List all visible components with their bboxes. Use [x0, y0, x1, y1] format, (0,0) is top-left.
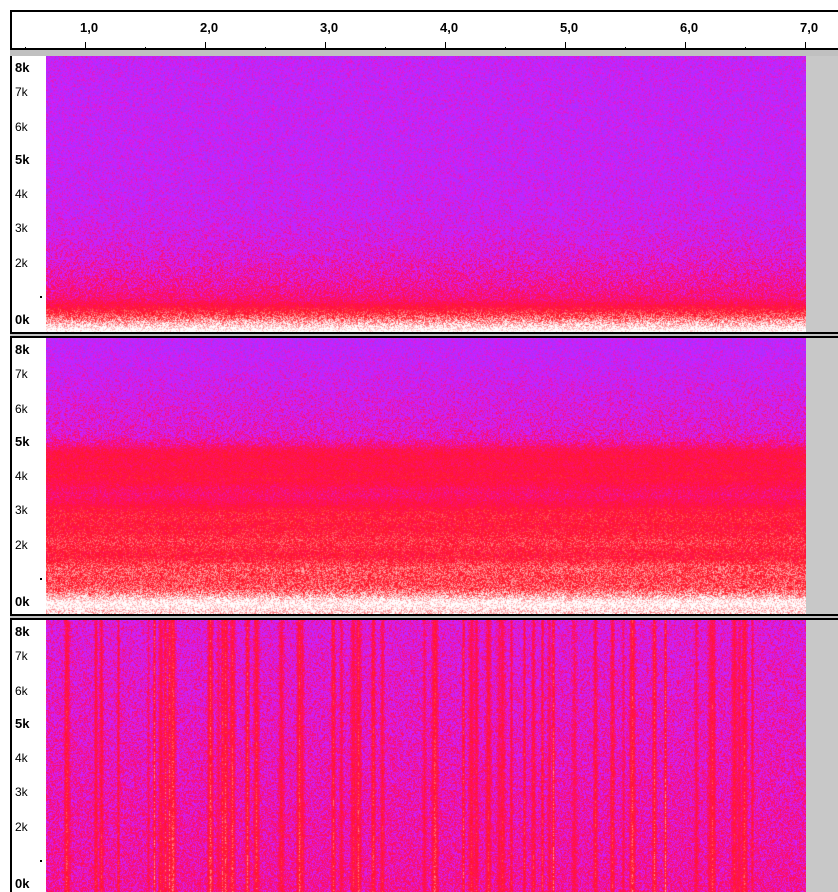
ruler-major-tick: [325, 42, 326, 50]
axis-tick-1k: [40, 860, 42, 862]
axis-label-0k: 0k: [15, 594, 30, 609]
timeline-ruler[interactable]: 1,0 2,0 3,0 4,0 5,0 6,0 7,0: [10, 10, 838, 50]
ruler-label-5: 5,0: [560, 20, 579, 35]
axis-label-6k: 6k: [15, 402, 28, 416]
spectrogram-track-2[interactable]: 8k 7k 6k 5k 4k 3k 2k 0k: [10, 338, 838, 614]
spectrogram-canvas-2[interactable]: [46, 338, 806, 614]
axis-label-8k: 8k: [15, 624, 30, 639]
track-empty-area[interactable]: [806, 338, 838, 614]
axis-label-8k: 8k: [15, 60, 30, 75]
axis-label-7k: 7k: [15, 367, 28, 381]
frequency-axis: 8k 7k 6k 5k 4k 3k 2k 0k: [12, 338, 46, 614]
spectrogram-canvas-1[interactable]: [46, 56, 806, 332]
ruler-major-tick: [685, 42, 686, 50]
axis-label-3k: 3k: [15, 785, 28, 799]
spectrogram-canvas-3[interactable]: [46, 620, 806, 892]
ruler-label-3: 3,0: [320, 20, 339, 35]
axis-label-7k: 7k: [15, 649, 28, 663]
axis-label-7k: 7k: [15, 85, 28, 99]
track-empty-area[interactable]: [806, 56, 838, 332]
ruler-major-tick: [565, 42, 566, 50]
axis-label-8k: 8k: [15, 342, 30, 357]
ruler-major-tick: [445, 42, 446, 50]
ruler-major-tick: [805, 42, 806, 50]
ruler-label-2: 2,0: [200, 20, 219, 35]
axis-tick-1k: [40, 578, 42, 580]
axis-label-4k: 4k: [15, 187, 28, 201]
ruler-major-tick: [85, 42, 86, 50]
axis-label-3k: 3k: [15, 221, 28, 235]
axis-label-3k: 3k: [15, 503, 28, 517]
ruler-label-4: 4,0: [440, 20, 459, 35]
track-empty-area[interactable]: [806, 620, 838, 892]
axis-label-0k: 0k: [15, 876, 30, 891]
spectrogram-track-3[interactable]: 8k 7k 6k 5k 4k 3k 2k 0k: [10, 620, 838, 892]
ruler-label-6: 6,0: [680, 20, 699, 35]
axis-label-6k: 6k: [15, 120, 28, 134]
axis-label-0k: 0k: [15, 312, 30, 327]
ruler-major-tick: [205, 42, 206, 50]
axis-tick-1k: [40, 296, 42, 298]
track-separator[interactable]: [10, 332, 838, 338]
frequency-axis: 8k 7k 6k 5k 4k 3k 2k 0k: [12, 620, 46, 892]
ruler-label-7: 7,0: [800, 20, 819, 35]
axis-label-6k: 6k: [15, 684, 28, 698]
ruler-label-1: 1,0: [80, 20, 99, 35]
ruler-divider: [10, 48, 838, 56]
axis-label-5k: 5k: [15, 434, 30, 449]
axis-label-2k: 2k: [15, 820, 28, 834]
axis-label-2k: 2k: [15, 256, 28, 270]
axis-label-5k: 5k: [15, 152, 30, 167]
axis-label-5k: 5k: [15, 716, 30, 731]
axis-label-2k: 2k: [15, 538, 28, 552]
spectrogram-track-1[interactable]: 8k 7k 6k 5k 4k 3k 2k 0k: [10, 56, 838, 332]
axis-label-4k: 4k: [15, 751, 28, 765]
axis-label-4k: 4k: [15, 469, 28, 483]
frequency-axis: 8k 7k 6k 5k 4k 3k 2k 0k: [12, 56, 46, 332]
track-separator[interactable]: [10, 614, 838, 620]
